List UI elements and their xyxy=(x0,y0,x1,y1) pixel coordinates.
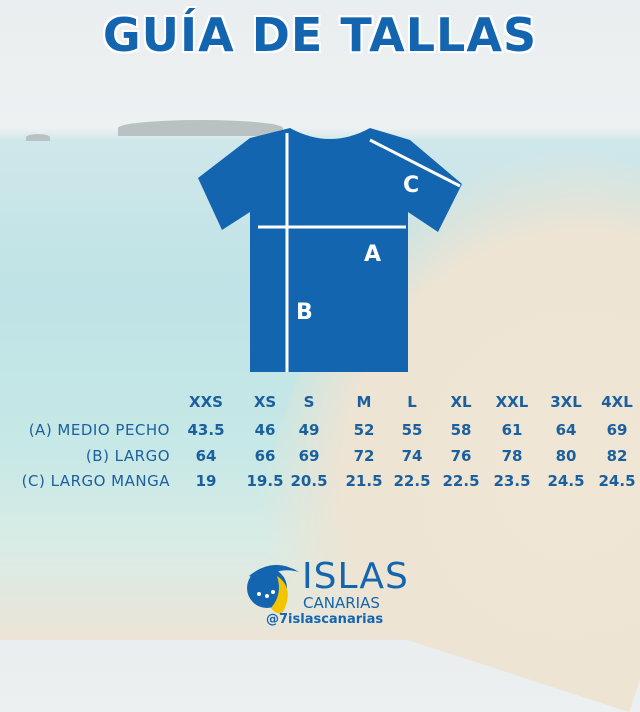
brand-subname: CANARIAS xyxy=(303,594,380,612)
measurement-cell: 43.5 xyxy=(187,421,225,439)
brand-name: ISLAS xyxy=(302,556,409,597)
size-header: XXS xyxy=(189,393,223,411)
row-label: (C) LARGO MANGA xyxy=(21,472,170,490)
measurement-cell: 19 xyxy=(195,472,217,490)
measurement-cell: 21.5 xyxy=(345,472,383,490)
size-header: XXL xyxy=(495,393,529,411)
size-header: M xyxy=(356,393,372,411)
measurement-cell: 80 xyxy=(555,447,577,465)
measurement-cell: 69 xyxy=(298,447,320,465)
size-header: 4XL xyxy=(601,393,633,411)
measurement-cell: 61 xyxy=(501,421,523,439)
measurement-cell: 78 xyxy=(501,447,523,465)
measurement-cell: 24.5 xyxy=(598,472,636,490)
measurement-cell: 72 xyxy=(353,447,375,465)
row-label: (B) LARGO xyxy=(85,447,170,465)
measurement-cell: 64 xyxy=(555,421,577,439)
tshirt-shape xyxy=(198,128,462,372)
measurement-cell: 20.5 xyxy=(290,472,328,490)
measurement-cell: 66 xyxy=(254,447,276,465)
measurement-cell: 24.5 xyxy=(547,472,585,490)
page-title: GUÍA DE TALLAS xyxy=(102,8,538,62)
measurement-cell: 19.5 xyxy=(246,472,284,490)
measurement-cell: 23.5 xyxy=(493,472,531,490)
sleeve-line-c xyxy=(369,138,461,188)
measurement-cell: 46 xyxy=(254,421,276,439)
tshirt-diagram: C A B xyxy=(198,128,462,372)
measurement-cell: 49 xyxy=(298,421,320,439)
row-label: (A) MEDIO PECHO xyxy=(28,421,170,439)
measurement-cell: 76 xyxy=(450,447,472,465)
measurement-cell: 69 xyxy=(606,421,628,439)
measurement-cell: 52 xyxy=(353,421,375,439)
label-a: A xyxy=(364,242,381,267)
size-header: XS xyxy=(253,393,277,411)
islas-canarias-logo-icon xyxy=(247,564,299,614)
size-header: L xyxy=(407,393,417,411)
island-silhouette xyxy=(26,134,50,141)
island-silhouette xyxy=(118,120,283,136)
social-handle: @7islascanarias xyxy=(266,612,384,627)
label-b: B xyxy=(296,300,313,325)
measurement-cell: 82 xyxy=(606,447,628,465)
measurement-cell: 55 xyxy=(401,421,423,439)
label-c: C xyxy=(403,173,419,198)
measurement-cell: 64 xyxy=(195,447,217,465)
measurement-cell: 58 xyxy=(450,421,472,439)
size-header: 3XL xyxy=(550,393,582,411)
measurement-cell: 22.5 xyxy=(442,472,480,490)
measurement-cell: 74 xyxy=(401,447,423,465)
size-header: S xyxy=(303,393,315,411)
size-header: XL xyxy=(450,393,472,411)
measurement-cell: 22.5 xyxy=(393,472,431,490)
